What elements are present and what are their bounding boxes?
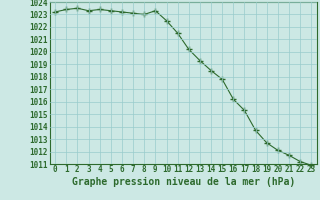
X-axis label: Graphe pression niveau de la mer (hPa): Graphe pression niveau de la mer (hPa)	[72, 177, 295, 187]
